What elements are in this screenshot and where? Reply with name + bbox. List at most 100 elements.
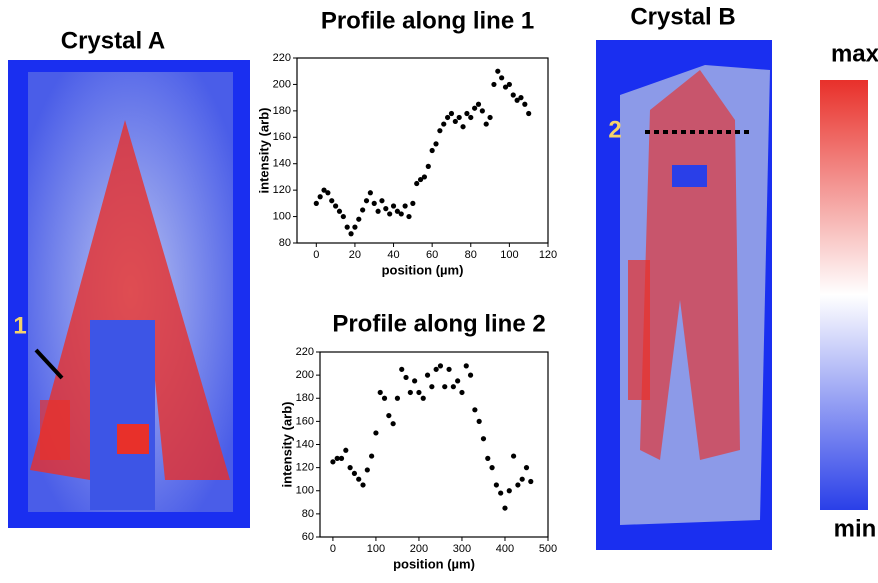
y-axis-label: intensity (arb) [256,108,271,194]
data-point [371,200,377,206]
data-point [502,84,509,90]
data-point [390,203,397,209]
x-tick-label: 300 [453,543,471,555]
data-point [407,389,413,396]
x-axis-label: position (µm) [393,556,475,571]
data-point [347,465,353,471]
data-point [383,206,389,212]
colorbar-max: max [831,40,878,67]
data-point [317,194,323,200]
data-point [441,121,447,127]
data-point [406,213,412,220]
data-point [519,476,525,482]
data-point [479,108,485,114]
data-point [403,374,409,381]
data-point [394,208,400,214]
image-title: Crystal B [630,3,735,30]
data-point [506,488,512,494]
x-tick-label: 200 [410,543,428,555]
y-tick-label: 160 [296,415,314,427]
data-point [515,482,521,488]
data-point [464,110,470,117]
y-tick-label: 120 [296,462,314,474]
line-label: 2 [608,116,621,143]
chart-title: Profile along line 2 [332,310,545,337]
x-tick-label: 80 [465,249,477,261]
y-tick-label: 100 [273,210,291,222]
data-point [360,207,366,213]
data-point [348,231,354,237]
data-point [360,482,366,488]
data-point [369,453,375,459]
data-point [424,372,431,378]
x-tick-label: 20 [349,249,361,261]
data-point [356,216,362,222]
x-tick-label: 400 [496,543,514,555]
data-point [522,101,528,107]
data-point [421,174,428,180]
x-tick-label: 60 [426,249,438,261]
y-tick-label: 200 [273,78,291,90]
data-point [472,407,478,413]
data-point [495,68,501,74]
data-point [483,121,489,127]
line-1-marker [34,348,64,380]
plot-frame [319,351,549,538]
y-tick-label: 140 [273,158,291,170]
data-point [412,378,418,384]
data-point [437,128,443,134]
data-point [386,412,392,419]
data-point [334,455,340,461]
data-point [506,81,512,88]
data-point [456,114,462,121]
data-point [377,389,383,396]
data-point [510,453,517,459]
data-point [321,187,327,193]
data-point [446,366,452,372]
data-point [363,198,370,204]
data-point [452,118,458,125]
data-point [459,389,465,396]
y-tick-label: 120 [273,184,291,196]
data-point [493,482,499,488]
data-point [402,203,408,209]
data-point [352,224,358,230]
data-point [437,363,444,369]
data-point [343,447,349,453]
data-point [518,95,524,101]
x-tick-label: 120 [539,249,557,261]
data-point [351,470,358,477]
y-tick-label: 80 [279,237,291,249]
data-point [375,208,381,214]
y-tick-label: 220 [296,346,314,358]
data-point [467,372,474,378]
data-point [425,163,431,169]
x-tick-label: 500 [539,543,557,555]
y-tick-label: 180 [273,105,291,117]
data-point [417,176,424,183]
data-point [480,436,487,442]
data-point [485,455,491,461]
line-label: 1 [13,312,26,339]
crystal-a-image [8,60,250,528]
x-tick-label: 40 [387,249,399,261]
data-point [502,505,508,511]
data-point [460,124,466,130]
x-tick-label: 0 [313,249,319,261]
data-point [448,110,455,117]
data-point [487,114,493,121]
data-point [472,105,478,111]
y-tick-label: 200 [296,369,314,381]
data-point [394,395,401,401]
y-tick-label: 100 [296,485,314,497]
data-point [475,101,482,107]
data-point [489,465,495,471]
data-point [344,224,350,230]
data-point [364,467,370,473]
data-point [398,211,404,217]
data-point [455,378,461,384]
data-point [373,430,379,436]
y-axis-label: intensity (arb) [279,402,294,488]
data-point [414,180,420,187]
data-point [526,110,532,117]
